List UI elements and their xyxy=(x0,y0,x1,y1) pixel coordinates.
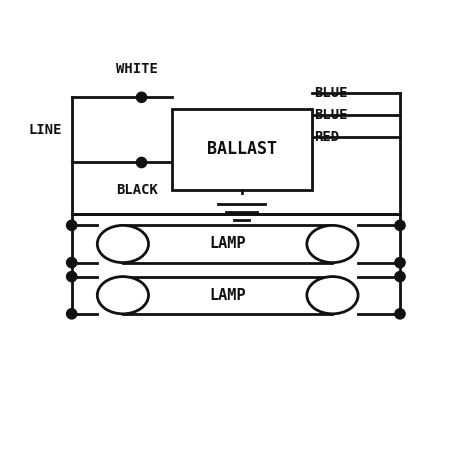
Circle shape xyxy=(66,309,77,319)
Bar xyxy=(123,277,332,314)
Bar xyxy=(123,225,332,263)
Circle shape xyxy=(66,220,77,230)
Circle shape xyxy=(66,272,77,282)
Text: LINE: LINE xyxy=(29,123,63,137)
Text: BLUE: BLUE xyxy=(314,86,347,100)
Ellipse shape xyxy=(97,277,148,314)
Circle shape xyxy=(66,257,77,268)
Text: BLUE: BLUE xyxy=(314,108,347,121)
Text: WHITE: WHITE xyxy=(116,63,158,76)
Circle shape xyxy=(137,157,146,168)
Text: LAMP: LAMP xyxy=(210,237,246,252)
Circle shape xyxy=(137,92,146,102)
Circle shape xyxy=(395,309,405,319)
Circle shape xyxy=(395,257,405,268)
Ellipse shape xyxy=(307,277,358,314)
Circle shape xyxy=(395,220,405,230)
Text: RED: RED xyxy=(314,130,339,144)
Circle shape xyxy=(395,272,405,282)
Text: BLACK: BLACK xyxy=(116,183,158,198)
Ellipse shape xyxy=(97,225,148,263)
Bar xyxy=(172,109,311,191)
Ellipse shape xyxy=(307,225,358,263)
Text: LAMP: LAMP xyxy=(210,288,246,303)
Text: BALLAST: BALLAST xyxy=(207,140,277,158)
